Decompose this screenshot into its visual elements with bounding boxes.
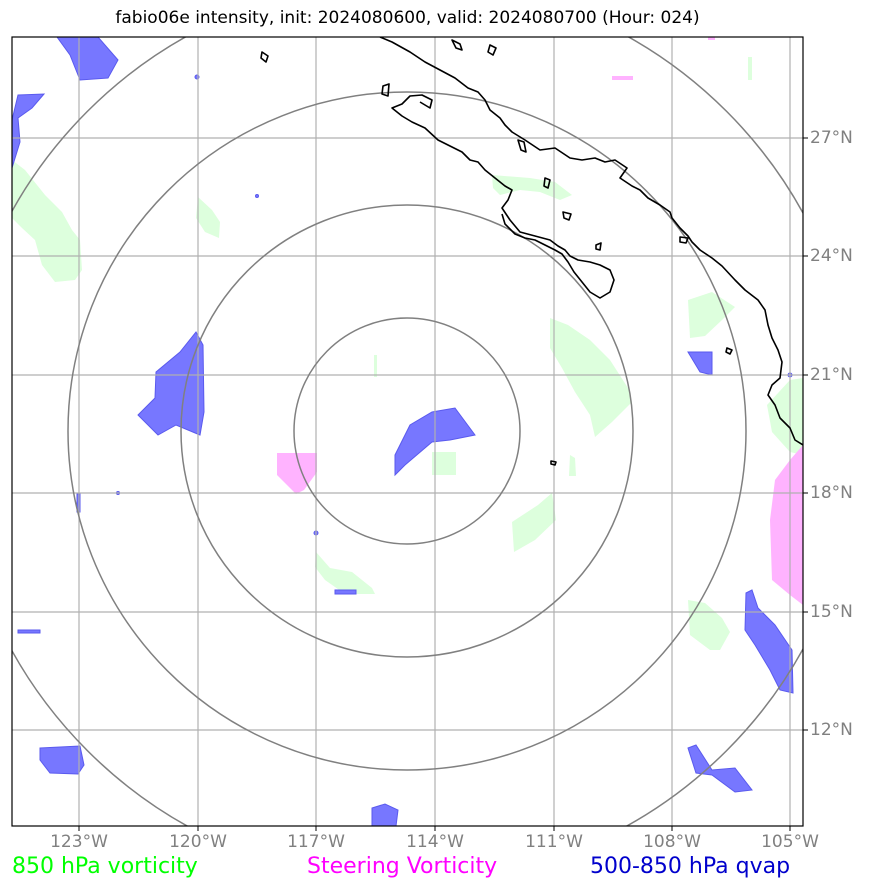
lon-label: 120°W (169, 832, 227, 852)
gridlines (12, 37, 803, 826)
lat-label: 21°N (810, 365, 853, 385)
map-title: fabio06e intensity, init: 2024080600, va… (115, 8, 700, 28)
lon-label: 105°W (761, 832, 819, 852)
axis-ticks (78, 137, 808, 831)
range-rings (12, 37, 803, 826)
lat-label: 12°N (810, 720, 853, 740)
lat-label: 24°N (810, 246, 853, 266)
mainland-coast (379, 37, 803, 446)
lat-label: 18°N (810, 483, 853, 503)
range-ring-3 (67, 91, 747, 771)
lon-label: 111°W (525, 832, 583, 852)
qvap-areas (12, 37, 794, 826)
range-ring-1 (293, 317, 521, 545)
legend-vorticity-850: 850 hPa vorticity (12, 854, 198, 879)
plot-frame (11, 36, 804, 827)
lon-label: 117°W (287, 832, 345, 852)
legend-steering-vorticity: Steering Vorticity (307, 854, 498, 879)
baja-coast (391, 94, 615, 299)
lon-label: 123°W (50, 832, 108, 852)
lon-label: 114°W (406, 832, 464, 852)
lat-label: 15°N (810, 602, 853, 622)
coastlines (260, 37, 803, 466)
lat-label: 27°N (810, 128, 853, 148)
vorticity-850-areas (12, 57, 803, 650)
lon-label: 108°W (643, 832, 701, 852)
legend-qvap: 500-850 hPa qvap (590, 854, 791, 879)
range-ring-2 (180, 204, 634, 658)
